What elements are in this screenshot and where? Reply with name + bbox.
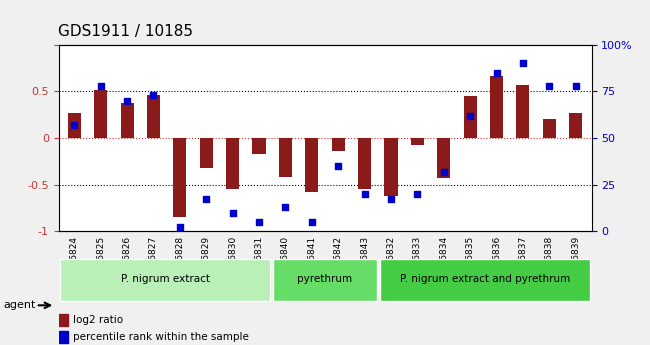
Text: P. nigrum extract and pyrethrum: P. nigrum extract and pyrethrum — [400, 275, 570, 284]
Point — [385, 197, 396, 202]
Bar — [58, 314, 68, 326]
Point — [491, 70, 502, 76]
Bar — [279, 138, 292, 177]
Point — [148, 92, 159, 98]
Point — [280, 204, 291, 210]
Bar — [358, 138, 371, 189]
Text: percentile rank within the sample: percentile rank within the sample — [73, 333, 250, 342]
Point — [307, 219, 317, 225]
Point — [359, 191, 370, 197]
Text: P. nigrum extract: P. nigrum extract — [121, 275, 209, 284]
Bar — [226, 138, 239, 189]
Point — [96, 83, 106, 89]
Point — [333, 163, 343, 169]
Bar — [516, 85, 530, 138]
Bar — [58, 331, 68, 343]
Bar — [120, 102, 134, 138]
Point — [69, 122, 79, 128]
Bar — [68, 113, 81, 138]
Bar — [306, 138, 318, 192]
Text: agent: agent — [3, 300, 36, 310]
FancyBboxPatch shape — [273, 259, 377, 301]
Bar — [252, 138, 266, 154]
Bar — [490, 76, 503, 138]
Bar — [332, 138, 344, 151]
Bar — [174, 138, 187, 217]
Point — [254, 219, 265, 225]
FancyBboxPatch shape — [60, 259, 270, 301]
Bar — [200, 138, 213, 168]
FancyBboxPatch shape — [380, 259, 590, 301]
Bar — [437, 138, 450, 178]
Bar — [147, 95, 160, 138]
Point — [544, 83, 554, 89]
Bar — [384, 138, 398, 196]
Bar — [543, 119, 556, 138]
Bar — [411, 138, 424, 146]
Point — [439, 169, 449, 174]
Point — [227, 210, 238, 215]
Point — [122, 98, 133, 104]
Bar — [94, 90, 107, 138]
Point — [175, 225, 185, 230]
Text: GDS1911 / 10185: GDS1911 / 10185 — [58, 24, 194, 39]
Point — [412, 191, 423, 197]
Text: pyrethrum: pyrethrum — [298, 275, 352, 284]
Point — [517, 61, 528, 66]
Point — [465, 113, 475, 118]
Point — [571, 83, 581, 89]
Text: log2 ratio: log2 ratio — [73, 315, 124, 325]
Bar — [463, 96, 476, 138]
Point — [201, 197, 211, 202]
Bar — [569, 113, 582, 138]
